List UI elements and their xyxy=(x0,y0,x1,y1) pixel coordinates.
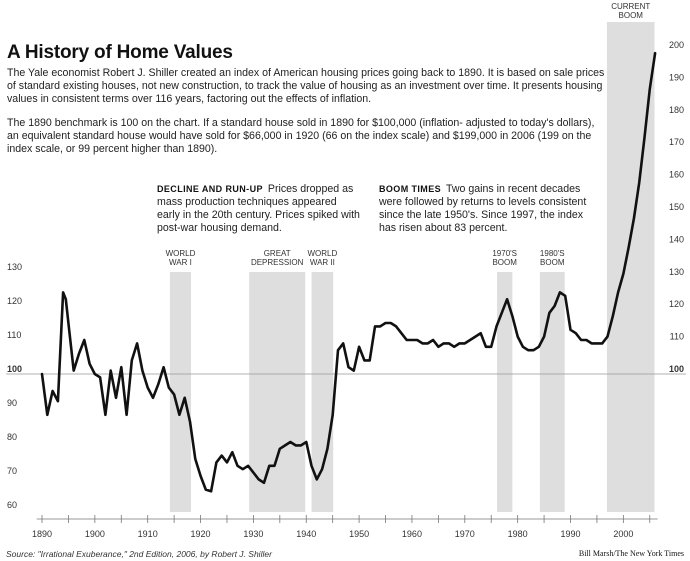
intro-paragraph: The Yale economist Robert J. Shiller cre… xyxy=(7,67,605,105)
benchmark-paragraph: The 1890 benchmark is 100 on the chart. … xyxy=(7,117,595,155)
y-left-tick-110: 110 xyxy=(7,330,21,340)
period-label-4-1: BOOM xyxy=(540,258,565,267)
y-left-tick-60: 60 xyxy=(7,500,17,510)
series-line-0 xyxy=(40,51,657,493)
annotation-boom-text: Two gains in recent decades were followe… xyxy=(379,183,587,234)
source-note: Source: "Irrational Exuberance," 2nd Edi… xyxy=(6,549,272,559)
annotation-boom: BOOM TIMES Two gains in recent decades we… xyxy=(379,183,601,235)
y-right-tick-110: 110 xyxy=(670,332,684,342)
period-label-3-1: BOOM xyxy=(492,258,517,267)
period-label-0-1: WAR I xyxy=(169,258,192,267)
axis-labels: 60 70 80 90 100 110 120 130 100 110 120 130 140 150 16… xyxy=(7,40,684,539)
y-right-tick-190: 190 xyxy=(669,72,684,82)
y-left-tick-100: 100 xyxy=(7,364,22,374)
annotation-decline-text: Prices dropped as mass production techni… xyxy=(157,183,360,234)
x-tick-1980: 1980 xyxy=(508,529,528,539)
y-right-tick-180: 180 xyxy=(669,105,684,115)
y-left-tick-80: 80 xyxy=(7,432,17,442)
y-right-tick-170: 170 xyxy=(669,137,684,147)
y-right-tick-100: 100 xyxy=(669,364,684,374)
x-tick-2000: 2000 xyxy=(613,529,633,539)
series-layer xyxy=(40,51,657,493)
shaded-periods xyxy=(169,22,655,512)
x-tick-1940: 1940 xyxy=(296,529,316,539)
credit-line: Bill Marsh/The New York Times xyxy=(578,549,684,558)
period-label-2-0: WORLD xyxy=(307,249,337,258)
y-right-tick-160: 160 xyxy=(669,170,684,180)
period-label-1-0: GREAT xyxy=(264,249,291,258)
shaded-period-0 xyxy=(169,272,192,512)
annotation-decline-heading: DECLINE AND RUN-UP xyxy=(157,184,263,194)
period-label-2-1: WAR II xyxy=(310,258,335,267)
y-right-tick-200: 200 xyxy=(669,40,684,50)
shaded-period-3 xyxy=(497,272,513,512)
x-tick-1910: 1910 xyxy=(138,529,158,539)
y-right-tick-120: 120 xyxy=(669,299,684,309)
x-tick-1990: 1990 xyxy=(560,529,580,539)
shaded-period-4 xyxy=(539,272,565,512)
x-tick-1950: 1950 xyxy=(349,529,369,539)
y-left-tick-130: 130 xyxy=(7,262,22,272)
period-label-3-0: 1970'S xyxy=(492,249,517,258)
period-label-0-0: WORLD xyxy=(166,249,196,258)
period-label-1-1: DEPRESSION xyxy=(251,258,304,267)
page-title: A History of Home Values xyxy=(7,42,233,63)
annotation-decline: DECLINE AND RUN-UP Prices dropped as mass… xyxy=(157,183,362,235)
period-label-4-0: 1980'S xyxy=(540,249,565,258)
x-tick-1890: 1890 xyxy=(32,529,52,539)
period-label-5-1: BOOM xyxy=(619,11,644,20)
x-tick-1930: 1930 xyxy=(243,529,263,539)
x-tick-1960: 1960 xyxy=(402,529,422,539)
x-tick-1920: 1920 xyxy=(191,529,211,539)
y-left-tick-70: 70 xyxy=(7,466,17,476)
x-tick-1970: 1970 xyxy=(455,529,475,539)
y-right-tick-140: 140 xyxy=(669,234,684,244)
y-left-tick-120: 120 xyxy=(7,296,22,306)
y-left-tick-90: 90 xyxy=(7,398,17,408)
y-right-tick-130: 130 xyxy=(669,267,684,277)
y-right-tick-150: 150 xyxy=(669,202,684,212)
shaded-period-5 xyxy=(606,22,655,512)
shaded-period-1 xyxy=(249,272,306,512)
x-tick-1900: 1900 xyxy=(85,529,105,539)
period-label-5-0: CURRENT xyxy=(611,2,650,11)
annotation-boom-heading: BOOM TIMES xyxy=(379,184,441,194)
